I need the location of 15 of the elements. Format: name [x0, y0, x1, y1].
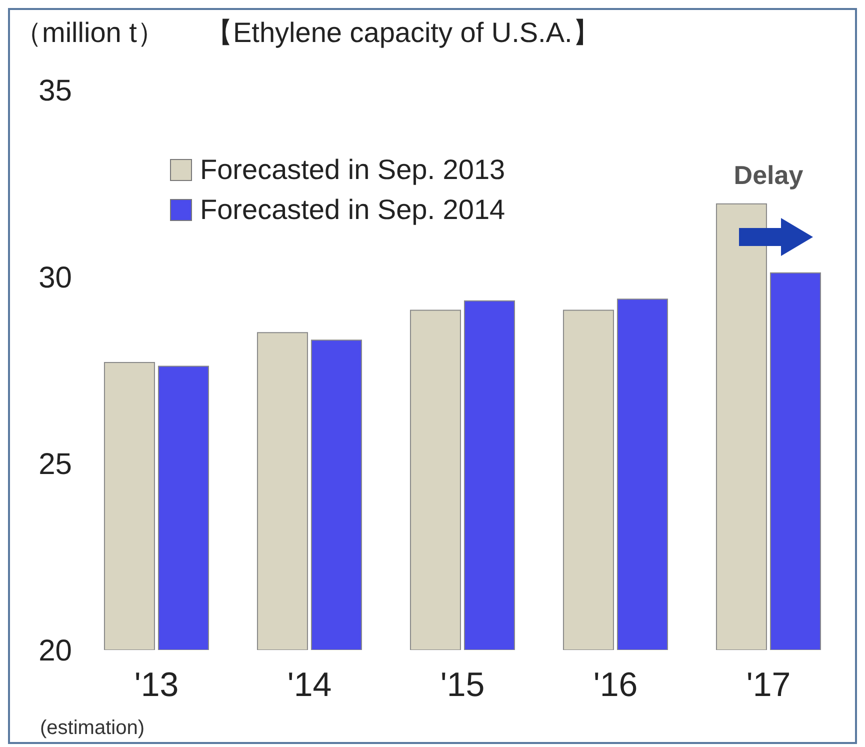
x-tick-label: '14	[287, 666, 332, 704]
annotation: Delay	[732, 160, 804, 191]
legend-label: Forecasted in Sep. 2014	[200, 193, 506, 227]
x-tick-label: '17	[746, 666, 791, 704]
text: (estimation)	[40, 717, 144, 740]
x-tick-label: '15	[440, 666, 485, 704]
x-tick-label: '13	[134, 666, 179, 704]
x-tick-label: '16	[593, 666, 638, 704]
y-tick-label: 35	[38, 74, 72, 108]
text: （million t）	[14, 16, 165, 50]
y-tick-label: 25	[38, 448, 72, 481]
y-tick-label: 20	[38, 634, 72, 668]
chart-title: 【Ethylene capacity of U.S.A.】	[205, 16, 600, 50]
legend-label: Forecasted in Sep. 2013	[200, 153, 506, 187]
y-tick-label: 30	[38, 261, 72, 294]
